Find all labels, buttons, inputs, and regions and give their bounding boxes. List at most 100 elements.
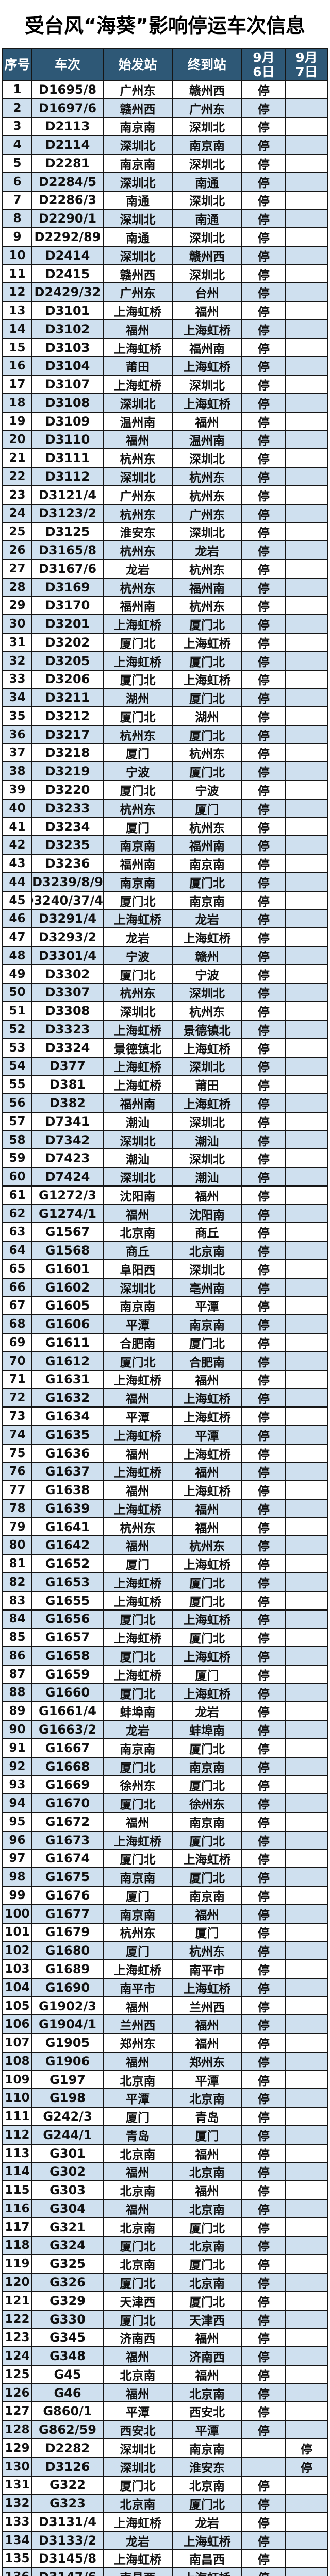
cell-index: 114 [5,2165,30,2179]
cell-index: 75 [9,1446,26,1460]
table-row: 132 G323 北京南 厦门北 停 [3,2494,327,2513]
cell-index: 43 [9,857,26,871]
table-body: 1 D1695/8 广州东 赣州西 停 2 D1697/6 赣州西 广州东 停 … [3,80,327,2576]
cell-status-sep6: 停 [241,210,285,228]
cell-status-sep7 [285,2015,327,2033]
cell-index: 83 [9,1594,26,1607]
cell-terminal-station: 杭州东 [172,744,241,762]
cell-train-number: D2290/1 [31,210,103,228]
table-row: 71 G1631 上海虹桥 福州 停 [3,1369,327,1388]
cell-status-sep6: 停 [241,191,285,209]
cell-index: 108 [5,2054,30,2068]
table-row: 59 D7423 潮汕 深圳北 停 [3,1148,327,1167]
cell-train-number: G330 [31,2310,103,2328]
cell-terminal-station: 福州 [172,1499,241,1517]
cell-status-sep7 [285,1591,327,1609]
cell-origin-station: 杭州东 [103,984,172,1002]
table-row: 111 G242/3 厦门 青岛 停 [3,2107,327,2125]
cell-origin-station: 深圳北 [103,2458,172,2476]
cell-status-sep7 [285,191,327,209]
cell-train-number: D3107 [31,376,103,394]
cell-train-number: G304 [31,2200,103,2217]
cell-status-sep6: 停 [241,1960,285,1978]
cell-train-number: G1904/1 [31,2015,103,2033]
cell-train-number: D3202 [31,633,103,651]
cell-origin-station: 合肥南 [103,1334,172,1351]
cell-index: 116 [5,2201,30,2215]
table-row: 118 G324 厦门北 北京南 停 [3,2235,327,2255]
cell-status-sep6: 停 [241,1702,285,1720]
cell-index: 29 [9,599,26,613]
cell-origin-station: 厦门北 [103,670,172,688]
cell-index: 132 [5,2497,30,2511]
cell-train-number: G1659 [31,1665,103,1683]
table-row: 70 G1612 厦门北 合肥南 停 [3,1351,327,1370]
cell-status-sep6: 停 [241,1334,285,1351]
cell-origin-station: 上海虹桥 [103,376,172,394]
cell-terminal-station: 北京南 [172,2274,241,2291]
cell-terminal-station: 天津西 [172,2310,241,2328]
cell-status-sep7 [285,707,327,725]
table-row: 18 D3108 深圳北 上海虹桥 停 [3,393,327,412]
cell-origin-station: 上海虹桥 [103,1960,172,1978]
cell-origin-station: 厦门北 [103,1794,172,1812]
cell-index: 81 [9,1557,26,1571]
cell-status-sep6: 停 [241,818,285,836]
table-row: 107 G1905 郑州东 福州 停 [3,2033,327,2052]
cell-status-sep6: 停 [241,1739,285,1757]
table-row: 20 D3110 福州 温州南 停 [3,430,327,449]
cell-origin-station: 徐州东 [103,1776,172,1794]
cell-terminal-station: 景德镇北 [172,1021,241,1038]
cell-status-sep6: 停 [241,615,285,633]
cell-status-sep7 [285,302,327,319]
cell-train-number: D2415 [31,265,103,283]
cell-status-sep7 [285,670,327,688]
table-row: 130 D3126 深圳北 淮安东 停 [3,2456,327,2476]
cell-status-sep7 [285,431,327,449]
cell-origin-station: 厦门北 [103,2274,172,2291]
cell-status-sep7 [285,928,327,946]
table-row: 105 G1902/3 福州 兰州西 停 [3,1996,327,2015]
cell-terminal-station: 上海虹桥 [172,2531,241,2549]
cell-index: 41 [9,820,26,834]
table-row: 30 D3201 上海虹桥 厦门北 停 [3,614,327,633]
cell-index: 47 [9,930,26,944]
cell-train-number: D3211 [31,689,103,707]
cell-terminal-station: 上海虹桥 [172,670,241,688]
cell-train-number: D382 [31,1094,103,1112]
cell-status-sep6: 停 [241,1370,285,1388]
cell-terminal-station: 南京南 [172,1812,241,1831]
cell-status-sep6: 停 [241,2108,285,2125]
cell-status-sep6: 停 [241,81,285,98]
table-row: 97 G1674 厦门北 上海虹桥 停 [3,1849,327,1868]
cell-terminal-station: 南京南 [172,1757,241,1775]
cell-status-sep7 [285,1610,327,1628]
cell-status-sep6: 停 [241,1684,285,1702]
cell-origin-station: 福州南 [103,855,172,872]
table-row: 64 G1568 商丘 北京南 停 [3,1241,327,1259]
cell-terminal-station: 平潭 [172,1297,241,1315]
cell-origin-station: 景德镇北 [103,1039,172,1057]
cell-train-number: G1673 [31,1831,103,1849]
cell-train-number: D3239/8/9 [31,873,103,891]
table-row: 48 D3301/4 宁波 赣州 停 [3,945,327,964]
table-row: 112 G244/1 青岛 厦门 停 [3,2125,327,2144]
cell-train-number: D3112 [31,468,103,485]
cell-status-sep7 [285,449,327,467]
cell-status-sep6: 停 [241,946,285,964]
cell-train-number: D2281 [31,155,103,172]
cell-origin-station: 深圳北 [103,468,172,485]
cell-origin-station: 厦门北 [103,2310,172,2328]
cell-status-sep7 [285,173,327,191]
cell-origin-station: 上海虹桥 [103,1831,172,1849]
cell-status-sep6: 停 [241,541,285,559]
cell-train-number: D3219 [31,762,103,781]
table-row: 55 D381 上海虹桥 莆田 停 [3,1075,327,1094]
cell-terminal-station: 亳州南 [172,1278,241,1296]
cell-terminal-station: 北京南 [172,2236,241,2255]
cell-origin-station: 福州 [103,2347,172,2365]
cell-terminal-station: 广州东 [172,504,241,522]
cell-status-sep7 [285,1960,327,1978]
cell-terminal-station: 福州 [172,2329,241,2347]
cell-status-sep6: 停 [241,633,285,651]
